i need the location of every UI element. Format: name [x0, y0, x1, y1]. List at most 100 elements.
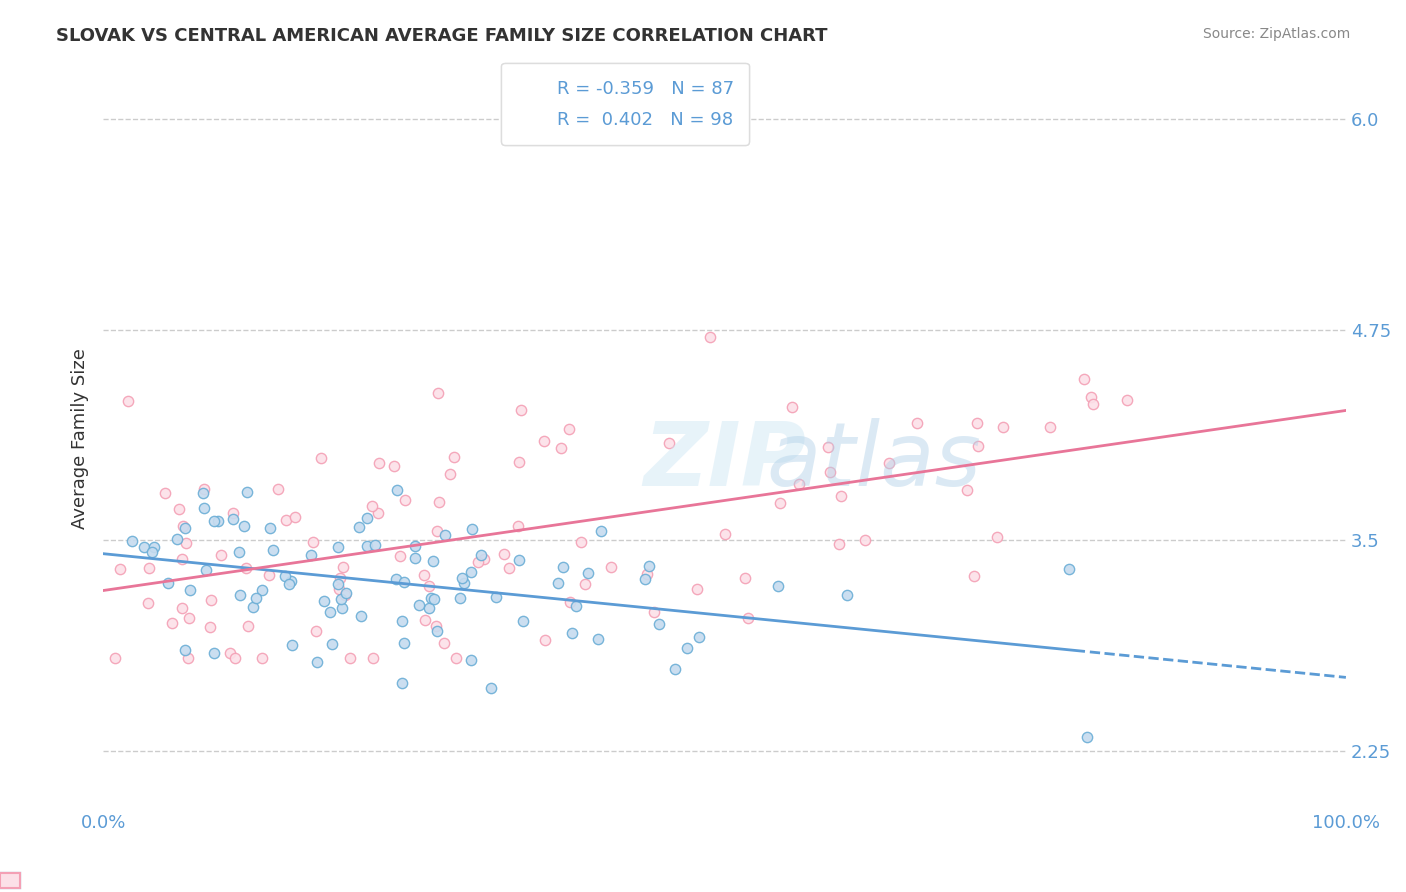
Point: [305, 655, 328, 669]
Point: [818, 466, 841, 480]
Point: [193, 500, 215, 515]
Point: [433, 635, 456, 649]
Point: [780, 401, 803, 415]
Point: [349, 520, 371, 534]
Point: [367, 506, 389, 520]
Point: [141, 545, 163, 559]
Point: [333, 588, 356, 602]
Point: [1081, 397, 1104, 411]
Point: [599, 560, 621, 574]
Point: [433, 527, 456, 541]
Point: [479, 681, 502, 696]
Point: [472, 551, 495, 566]
Point: [766, 579, 789, 593]
Point: [172, 519, 194, 533]
Point: [453, 575, 475, 590]
Point: [991, 420, 1014, 434]
Point: [257, 567, 280, 582]
Point: [193, 485, 215, 500]
Point: [664, 662, 686, 676]
Point: [350, 609, 373, 624]
Point: [408, 598, 430, 612]
Point: [262, 542, 284, 557]
Point: [485, 590, 508, 604]
Point: [167, 502, 190, 516]
Point: [155, 485, 177, 500]
Point: [326, 577, 349, 591]
Point: [259, 520, 281, 534]
Point: [508, 553, 530, 567]
Point: [412, 567, 434, 582]
Point: [425, 619, 447, 633]
Point: [686, 582, 709, 597]
Point: [404, 539, 426, 553]
Point: [636, 567, 658, 582]
Point: [963, 569, 986, 583]
Point: [423, 592, 446, 607]
Point: [391, 614, 413, 628]
Text: atlas: atlas: [766, 418, 981, 504]
Point: [193, 482, 215, 496]
Point: [1057, 562, 1080, 576]
Point: [302, 534, 325, 549]
Point: [222, 506, 245, 520]
Point: [335, 585, 357, 599]
Point: [828, 537, 851, 551]
Point: [966, 417, 988, 431]
Point: [586, 632, 609, 646]
Point: [734, 571, 756, 585]
Point: [284, 509, 307, 524]
Point: [589, 524, 612, 538]
Point: [574, 577, 596, 591]
Point: [986, 530, 1008, 544]
Point: [361, 499, 384, 513]
Point: [157, 575, 180, 590]
Point: [280, 574, 302, 588]
Y-axis label: Average Family Size: Average Family Size: [72, 349, 89, 530]
Point: [318, 605, 340, 619]
Point: [427, 386, 450, 401]
Point: [449, 591, 471, 605]
Point: [332, 560, 354, 574]
Point: [328, 582, 350, 596]
Point: [200, 593, 222, 607]
Point: [228, 544, 250, 558]
Text: SLOVAK VS CENTRAL AMERICAN AVERAGE FAMILY SIZE CORRELATION CHART: SLOVAK VS CENTRAL AMERICAN AVERAGE FAMIL…: [56, 27, 828, 45]
Point: [422, 554, 444, 568]
Point: [160, 615, 183, 630]
Point: [236, 619, 259, 633]
Point: [392, 636, 415, 650]
Point: [202, 514, 225, 528]
Point: [533, 434, 555, 448]
Point: [460, 566, 482, 580]
Point: [104, 651, 127, 665]
Point: [638, 559, 661, 574]
Point: [252, 582, 274, 597]
Point: [830, 489, 852, 503]
Point: [222, 512, 245, 526]
Point: [138, 560, 160, 574]
Point: [267, 482, 290, 496]
Point: [634, 572, 657, 586]
Point: [339, 651, 361, 665]
Point: [174, 536, 197, 550]
Point: [547, 576, 569, 591]
Point: [676, 640, 699, 655]
Point: [330, 591, 353, 606]
Point: [413, 613, 436, 627]
Point: [170, 552, 193, 566]
Point: [1039, 420, 1062, 434]
Point: [245, 591, 267, 606]
Point: [385, 483, 408, 497]
Point: [508, 455, 530, 469]
Point: [443, 450, 465, 465]
Point: [121, 534, 143, 549]
Point: [202, 646, 225, 660]
Point: [444, 651, 467, 665]
Point: [1116, 392, 1139, 407]
Point: [281, 638, 304, 652]
Point: [905, 416, 928, 430]
Point: [1076, 730, 1098, 744]
Point: [207, 514, 229, 528]
Point: [174, 642, 197, 657]
